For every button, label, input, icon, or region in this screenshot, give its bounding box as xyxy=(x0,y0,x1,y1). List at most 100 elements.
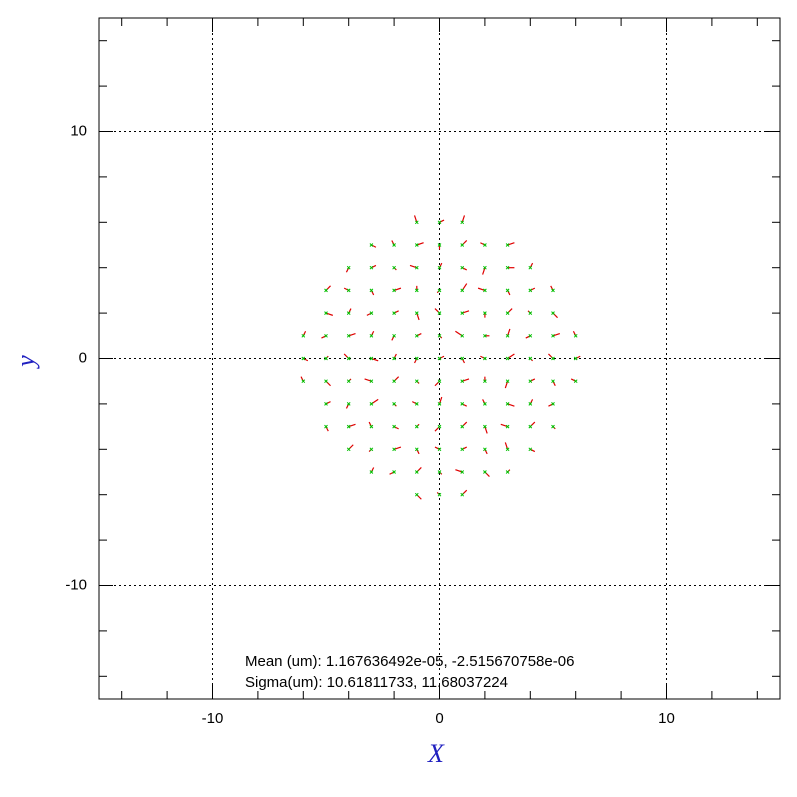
point-marker xyxy=(505,447,510,452)
vector xyxy=(438,396,443,405)
vector xyxy=(507,242,515,246)
point-marker xyxy=(392,311,396,315)
y-tick-label: 0 xyxy=(79,349,87,366)
vector xyxy=(364,378,372,382)
point-marker xyxy=(392,470,396,474)
point-marker xyxy=(483,265,487,270)
point-marker xyxy=(460,333,465,338)
vector xyxy=(348,423,356,428)
vector xyxy=(482,267,486,275)
point-marker xyxy=(483,243,487,247)
point-marker xyxy=(346,356,351,361)
x-tick-label: 10 xyxy=(658,710,675,727)
point-marker xyxy=(437,311,442,315)
point-marker xyxy=(437,288,442,293)
point-marker xyxy=(369,447,374,452)
point-marker xyxy=(437,333,442,338)
point-marker xyxy=(460,288,465,293)
point-marker xyxy=(369,402,374,406)
point-marker xyxy=(483,470,487,474)
point-marker xyxy=(437,220,442,225)
point-marker xyxy=(392,243,396,247)
point-marker xyxy=(392,447,396,452)
x-tick-label: 0 xyxy=(435,710,443,727)
vector xyxy=(413,215,418,223)
point-marker xyxy=(369,311,374,315)
point-marker xyxy=(346,265,351,270)
vector xyxy=(393,287,402,291)
point-marker xyxy=(505,333,510,338)
point-marker xyxy=(392,333,396,338)
point-marker xyxy=(460,470,465,474)
point-marker xyxy=(460,220,465,225)
vector xyxy=(371,357,379,362)
point-marker xyxy=(414,243,419,247)
point-marker xyxy=(369,243,374,247)
point-marker xyxy=(301,356,306,361)
y-axis-label: y xyxy=(11,355,40,370)
point-marker xyxy=(414,379,419,384)
point-marker xyxy=(528,311,533,315)
point-marker xyxy=(460,356,465,361)
point-marker xyxy=(460,311,465,315)
vector xyxy=(552,332,560,337)
point-marker xyxy=(551,402,555,406)
vector xyxy=(477,287,486,291)
point-marker xyxy=(551,379,555,384)
point-marker xyxy=(414,424,419,429)
point-marker xyxy=(551,311,555,315)
point-marker xyxy=(392,424,396,429)
vector xyxy=(325,312,333,316)
vector xyxy=(409,264,417,269)
point-marker xyxy=(573,333,578,338)
point-marker xyxy=(414,288,419,293)
point-marker xyxy=(392,265,396,270)
point-marker xyxy=(324,424,328,429)
point-marker xyxy=(414,356,419,361)
point-marker xyxy=(505,243,510,247)
point-marker xyxy=(483,356,487,361)
point-marker xyxy=(437,492,442,497)
point-marker xyxy=(528,447,533,452)
vector xyxy=(461,215,466,223)
point-marker xyxy=(483,447,487,452)
point-marker xyxy=(505,311,510,315)
point-marker xyxy=(437,356,442,361)
point-marker xyxy=(346,424,351,429)
y-tick-label: 10 xyxy=(70,122,87,139)
point-marker xyxy=(369,470,374,474)
point-marker xyxy=(437,379,442,384)
point-marker xyxy=(369,333,374,338)
point-marker xyxy=(528,265,533,270)
point-marker xyxy=(369,265,374,270)
point-marker xyxy=(346,288,351,293)
x-tick-label: -10 xyxy=(202,710,224,727)
vector xyxy=(416,242,424,246)
vector xyxy=(504,442,509,450)
point-marker xyxy=(528,356,533,361)
point-marker xyxy=(324,311,328,315)
point-marker xyxy=(369,288,374,293)
point-marker xyxy=(369,379,374,384)
point-marker xyxy=(483,288,487,293)
point-marker xyxy=(505,356,510,361)
point-marker xyxy=(324,288,328,293)
point-marker xyxy=(392,379,396,384)
point-marker xyxy=(324,379,328,384)
point-marker xyxy=(551,424,555,429)
point-marker xyxy=(483,424,487,429)
point-marker xyxy=(505,288,510,293)
point-marker xyxy=(437,402,442,406)
point-marker xyxy=(460,447,465,452)
point-marker xyxy=(573,379,578,384)
point-marker xyxy=(324,356,328,361)
point-marker xyxy=(369,424,374,429)
point-marker xyxy=(551,333,555,338)
point-marker xyxy=(460,402,465,406)
point-marker xyxy=(414,333,419,338)
vector xyxy=(455,469,463,473)
point-marker xyxy=(483,311,487,315)
point-marker xyxy=(505,402,510,406)
point-marker xyxy=(414,311,419,315)
